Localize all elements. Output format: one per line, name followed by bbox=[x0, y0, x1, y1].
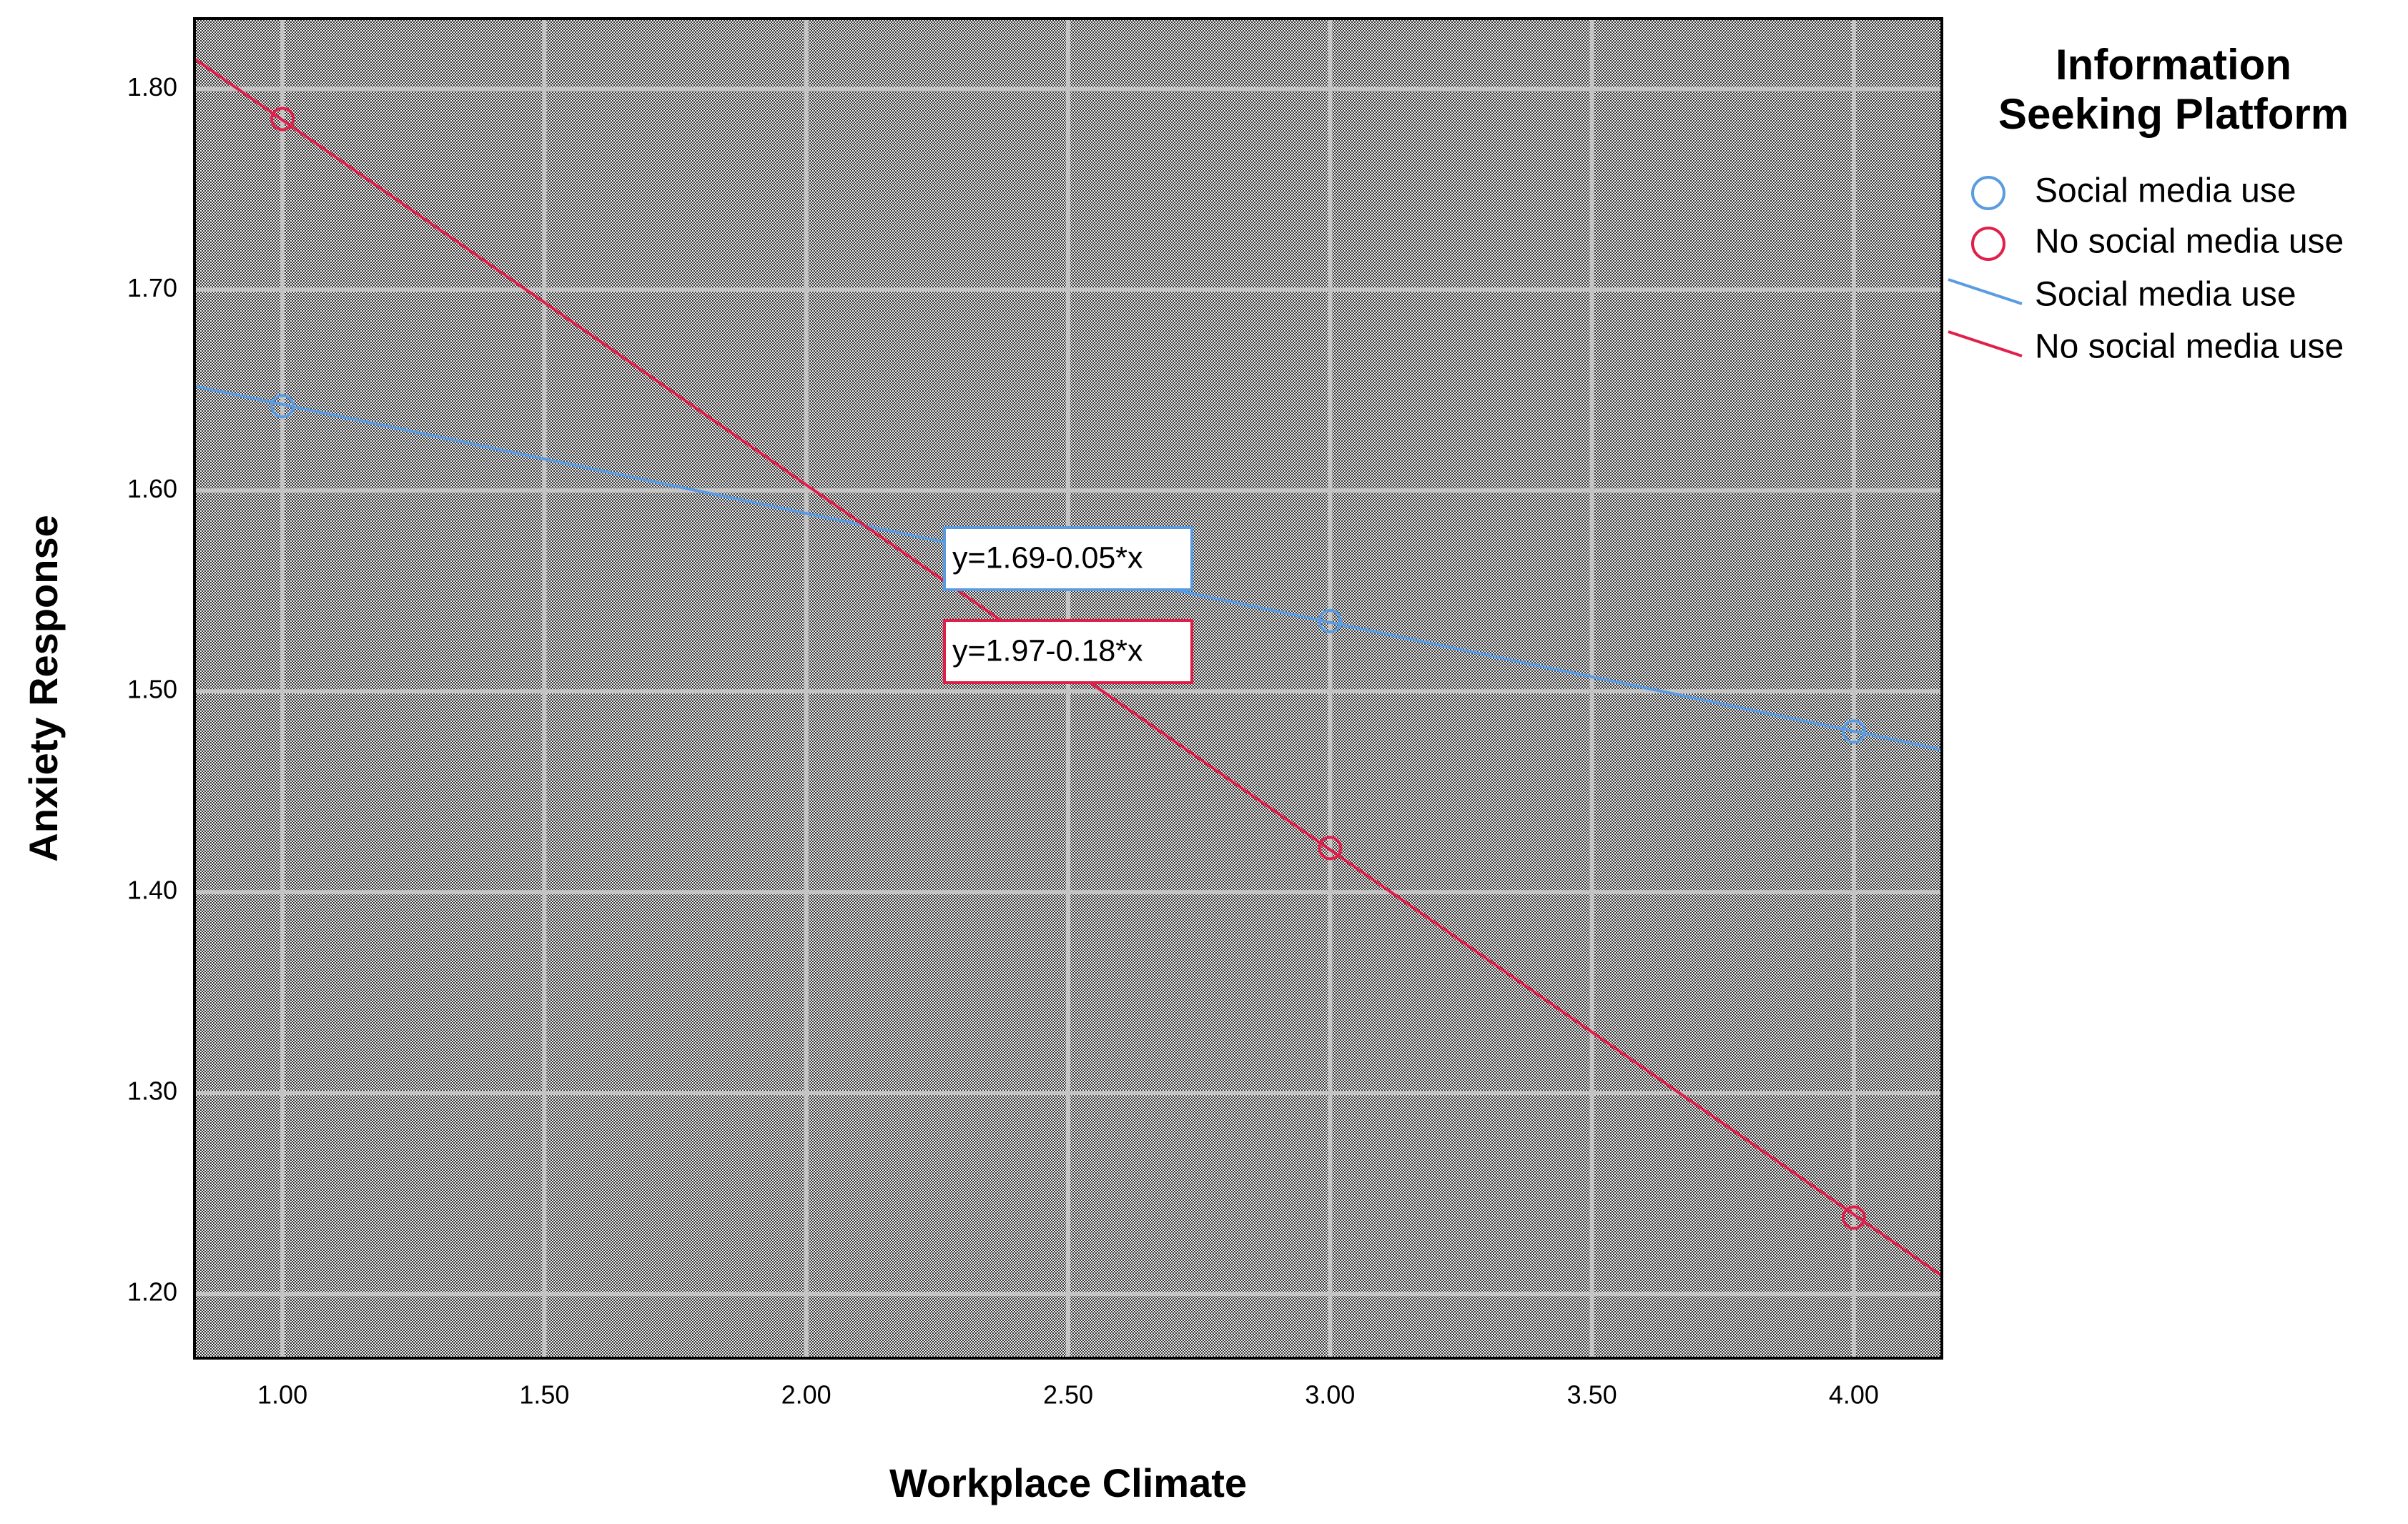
x-tick-label: 2.50 bbox=[1043, 1380, 1093, 1410]
x-tick-label: 1.50 bbox=[519, 1380, 569, 1410]
point bbox=[1841, 1205, 1866, 1230]
x-axis-title: Workplace Climate bbox=[889, 1460, 1247, 1505]
plot-frame bbox=[193, 17, 1943, 1360]
legend-label: No social media use bbox=[2035, 223, 2344, 261]
point bbox=[1318, 836, 1343, 861]
legend-title: Information bbox=[2056, 41, 2291, 89]
legend-marker bbox=[1971, 227, 2005, 261]
x-tick-label: 1.00 bbox=[257, 1380, 307, 1410]
grid bbox=[194, 19, 1942, 1358]
point bbox=[270, 107, 295, 132]
x-tick-label: 3.00 bbox=[1305, 1380, 1355, 1410]
annotation: y=1.69-0.05*x bbox=[952, 540, 1143, 575]
x-tick-label: 2.00 bbox=[781, 1380, 832, 1410]
legend-title: Seeking Platform bbox=[1998, 90, 2349, 138]
legend-line bbox=[1948, 330, 2023, 357]
y-axis-title: Anxiety Response bbox=[21, 515, 66, 862]
y-tick-label: 1.50 bbox=[127, 675, 177, 704]
legend: Social media use No social media use Socia… bbox=[1948, 172, 2344, 366]
y-tick-label: 1.80 bbox=[127, 72, 177, 102]
annotation-box bbox=[943, 619, 1193, 684]
legend-label: Social media use bbox=[2035, 172, 2296, 210]
y-tick-label: 1.30 bbox=[127, 1077, 177, 1106]
y-tick-label: 1.40 bbox=[127, 876, 177, 905]
legend-label: No social media use bbox=[2035, 328, 2344, 366]
legend-line bbox=[1948, 278, 2023, 305]
annotation: y=1.97-0.18*x bbox=[952, 633, 1143, 668]
point bbox=[270, 394, 295, 419]
point bbox=[1318, 608, 1343, 633]
legend-label: Social media use bbox=[2035, 276, 2296, 314]
x-tick-label: 3.50 bbox=[1567, 1380, 1617, 1410]
y-tick-label: 1.60 bbox=[127, 474, 177, 503]
y-tick-label: 1.70 bbox=[127, 273, 177, 302]
x-tick-label: 4.00 bbox=[1829, 1380, 1879, 1410]
point bbox=[1841, 719, 1866, 744]
y-tick-label: 1.20 bbox=[127, 1277, 177, 1307]
legend-marker bbox=[1971, 176, 2005, 210]
annotation-box bbox=[943, 526, 1193, 591]
